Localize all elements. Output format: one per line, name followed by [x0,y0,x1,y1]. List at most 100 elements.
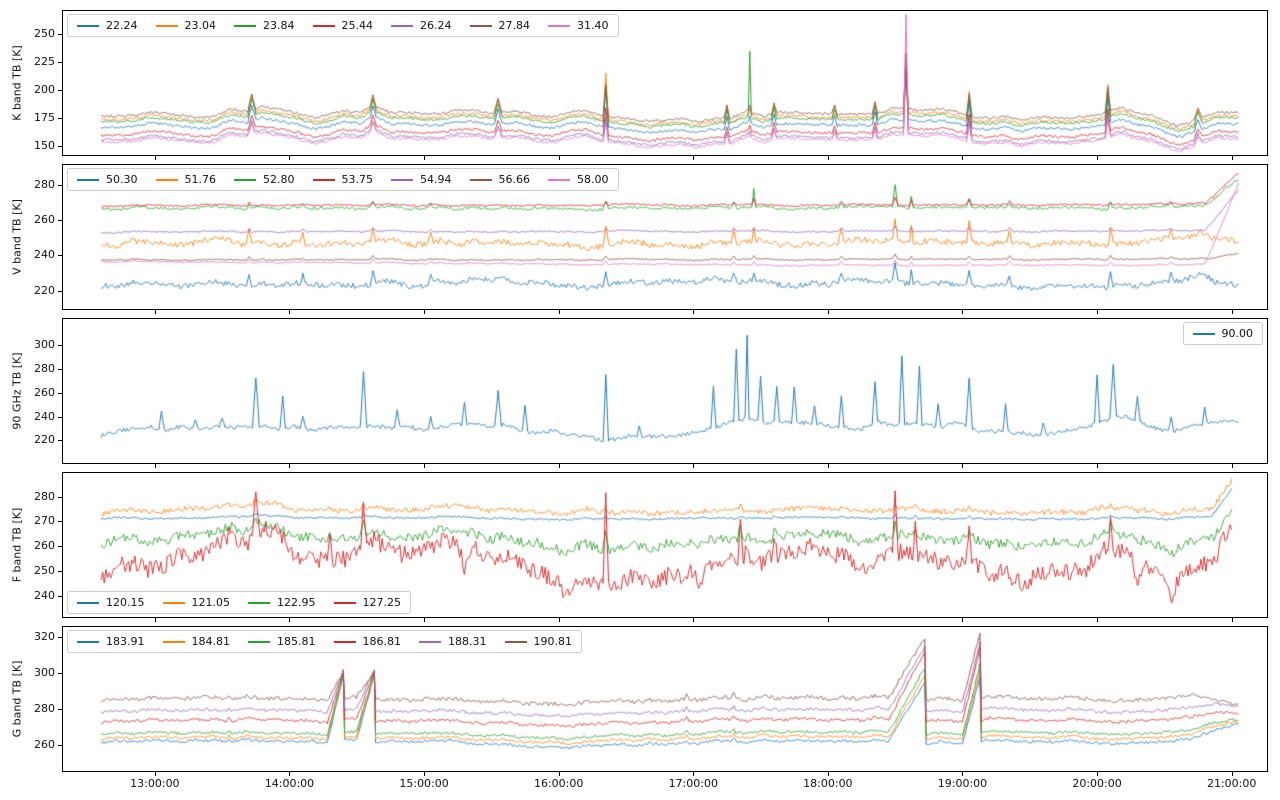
x-tickmark [1097,156,1099,160]
x-tickmark [693,310,695,314]
legend-item: 25.44 [312,19,374,32]
x-tickmark [289,156,291,160]
legend-label: 22.24 [106,19,138,32]
legend-line-swatch [77,601,99,604]
90ghz-plot-area [62,318,1268,464]
x-tickmark [558,618,560,622]
legend-label: 26.24 [420,19,452,32]
x-tickmark [1231,310,1233,314]
legend-label: 51.76 [184,173,217,186]
legend-line-swatch [162,640,185,643]
y-tickmark [58,220,62,222]
y-tickmark [58,416,62,418]
x-tick-label: 20:00:00 [1072,777,1122,790]
x-tickmark [962,156,964,160]
y-tick-label: 200 [34,82,55,96]
y-tickmark [58,392,62,394]
x-tick-label: 15:00:00 [399,777,449,790]
f-band-ylabel: F band TB [K] [10,507,24,583]
x-tickmark [827,772,829,776]
y-tick-label: 260 [34,213,55,227]
x-tick-label: 17:00:00 [668,777,718,790]
legend-item: 26.24 [391,19,452,32]
x-tickmark [289,618,291,622]
legend-line-swatch [248,640,270,643]
y-tickmark [58,595,62,597]
y-tick-label: 280 [34,701,55,715]
legend-line-swatch [548,178,570,181]
y-tickmark [58,185,62,187]
legend-label: 120.15 [106,596,145,609]
legend-item: 90.00 [1192,327,1254,340]
x-tickmark [1097,464,1099,468]
legend-label: 25.44 [341,19,374,32]
legend-line-swatch [155,178,178,181]
legend-line-swatch [234,178,256,181]
legend-item: 190.81 [504,635,572,648]
legend-label: 31.40 [577,19,609,32]
y-tick-label: 280 [34,489,55,503]
y-tickmark [58,672,62,674]
legend-label: 54.94 [420,173,452,186]
y-tick-label: 270 [34,514,55,528]
legend-label: 23.04 [184,19,217,32]
x-tickmark [962,310,964,314]
y-tick-label: 300 [34,665,55,679]
y-tickmark [58,255,62,257]
y-tick-label: 320 [34,629,55,643]
legend-label: 53.75 [341,173,374,186]
x-tickmark [424,772,426,776]
legend-label: 52.80 [263,173,295,186]
x-tickmark [154,156,156,160]
x-tick-label: 13:00:00 [130,777,180,790]
legend-line-swatch [77,640,99,643]
y-tickmark [58,61,62,63]
legend-item: 22.24 [77,19,138,32]
y-tickmark [58,290,62,292]
x-tickmark [558,464,560,468]
legend-label: 183.91 [106,635,145,648]
x-tickmark [1231,618,1233,622]
legend-line-swatch [312,24,335,27]
legend-item: 186.81 [333,635,401,648]
y-tickmark [58,521,62,523]
x-tickmark [558,772,560,776]
legend-label: 121.05 [191,596,231,609]
legend-label: 50.30 [106,173,138,186]
y-tickmark [58,117,62,119]
x-tickmark [424,464,426,468]
x-tick-label: 21:00:00 [1206,777,1257,790]
legend-label: 90.00 [1221,327,1254,340]
y-tick-label: 280 [34,178,55,192]
legend-item: 183.91 [77,635,145,648]
x-tickmark [693,464,695,468]
y-tickmark [58,145,62,147]
y-tick-label: 260 [34,385,55,399]
x-tickmark [154,772,156,776]
x-tickmark [558,156,560,160]
legend-line-swatch [333,601,356,604]
y-tick-label: 240 [34,248,55,262]
y-tickmark [58,636,62,638]
x-tickmark [154,618,156,622]
y-tick-label: 300 [34,338,55,352]
x-tickmark [693,156,695,160]
legend-item: 127.25 [333,596,402,609]
90ghz-legend: 90.00 [1182,322,1263,345]
y-tickmark [58,33,62,35]
f-band-legend: 120.15 121.05 122.95 127.25 [67,591,411,614]
legend-label: 127.25 [362,596,402,609]
x-tickmark [1097,310,1099,314]
legend-line-swatch [234,24,256,27]
legend-item: 122.95 [248,596,316,609]
legend-line-swatch [469,178,492,181]
x-tickmark [827,156,829,160]
legend-item: 53.75 [312,173,374,186]
x-tickmark [289,772,291,776]
legend-line-swatch [248,601,270,604]
legend-item: 27.84 [469,19,530,32]
legend-label: 184.81 [191,635,231,648]
k-band-ylabel: K band TB [K] [10,45,24,121]
y-tick-label: 240 [34,409,55,423]
